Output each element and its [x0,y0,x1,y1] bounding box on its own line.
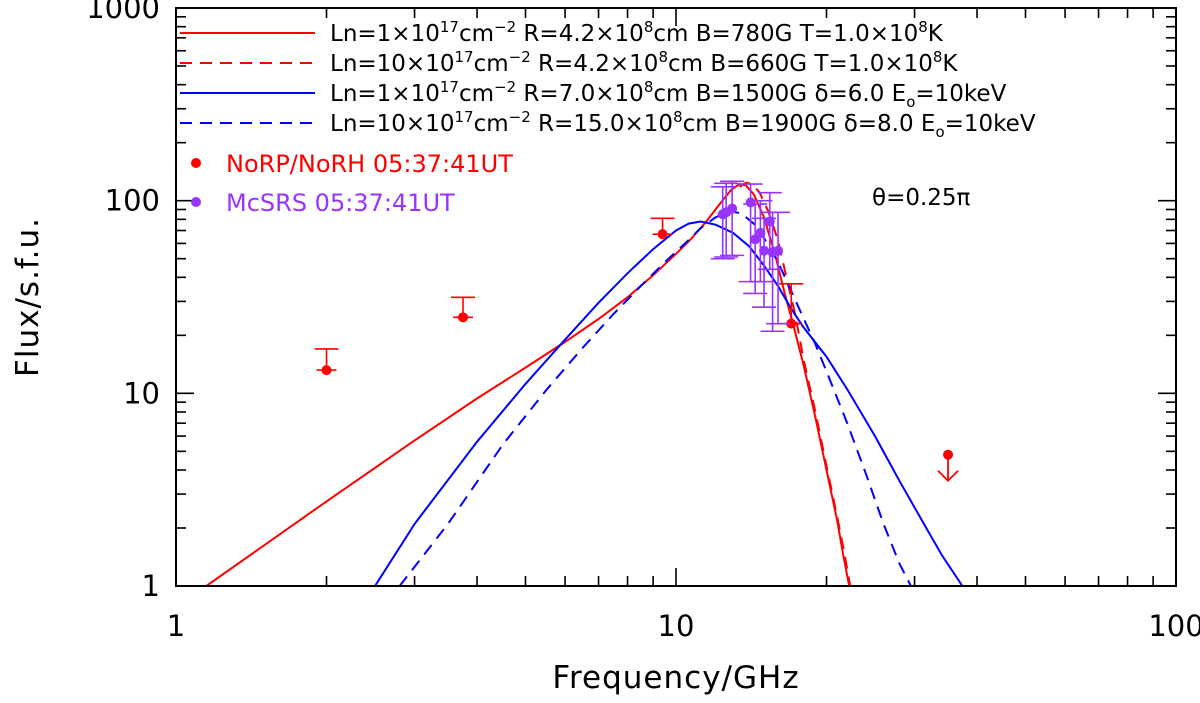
legend-label-nonthermal-10: Ln=10×1017cm−2 R=15.0×108cm B=1900G δ=8.… [330,108,1036,141]
legend-label-thermal-10: Ln=10×1017cm−2 R=4.2×108cm B=660G T=1.0×… [330,48,958,77]
series-line-thermal-10 [739,181,852,586]
legend-part: cm [474,111,509,137]
y-tick-label: 10 [123,376,160,410]
legend-part: o [935,123,944,141]
legend-part: R=4.2×10 [531,51,659,77]
legend-part: K [942,51,958,77]
legend-part: Ln=10×10 [330,111,454,137]
legend-part: cm [459,81,494,107]
obs-legend-marker [191,197,201,207]
data-point [321,365,332,376]
x-tick-label: 1 [167,609,185,643]
obs-legend-label: McSRS 05:37:41UT [226,189,455,217]
legend-part: 17 [440,18,459,36]
legend-part: R=15.0×10 [531,111,673,137]
data-point [657,229,668,240]
observation-points [314,180,959,483]
legend-part: =10keV [915,81,1006,107]
legend-part: 8 [673,108,683,126]
legend-label-nonthermal-1: Ln=1×1017cm−2 R=7.0×108cm B=1500G δ=6.0 … [330,78,1007,111]
data-point [745,197,756,208]
legend-part: =10keV [945,111,1036,137]
x-axis-title: Frequency/GHz [552,660,799,696]
data-point [458,312,469,323]
legend-part: cm B=1900G δ=8.0 E [683,111,936,137]
legend: Ln=1×1017cm−2 R=4.2×108cm B=780G T=1.0×1… [180,18,1036,141]
legend-part: R=7.0×10 [516,81,644,107]
legend-part: cm B=1500G δ=6.0 E [653,81,906,107]
theta-annotation: θ=0.25π [872,185,971,211]
x-axis-ticks: 1 10 100 [167,8,1200,643]
legend-part: Ln=1×10 [330,21,440,47]
series-line-nonthermal-1 [374,220,964,586]
legend-part: R=4.2×10 [516,21,644,47]
legend-part: −2 [494,18,516,36]
data-point [755,227,766,238]
data-point [759,245,770,256]
legend-part: o [906,93,915,111]
legend-part: 17 [454,48,473,66]
legend-part: cm [474,51,509,77]
legend-label-thermal-1: Ln=1×1017cm−2 R=4.2×108cm B=780G T=1.0×1… [330,18,944,47]
legend-part: −2 [509,108,531,126]
legend-part: 8 [658,48,668,66]
legend-part: K [928,21,944,47]
y-tick-label: 1 [142,569,160,603]
series-line-nonthermal-10 [398,210,912,586]
y-axis-title: Flux/s.f.u. [10,217,46,377]
y-axis-ticks: 1 10 100 1000 [86,0,1176,603]
legend-part: cm B=660G T=1.0×10 [668,51,933,77]
data-point [727,203,738,214]
legend-part: 8 [644,18,654,36]
data-point [773,245,784,256]
legend-part: −2 [494,78,516,96]
legend-part: cm B=780G T=1.0×10 [653,21,918,47]
x-tick-label: 100 [1148,609,1200,643]
x-tick-label: 10 [658,609,695,643]
upper-limit-arrowhead [937,470,959,483]
legend-part: 8 [644,78,654,96]
data-point [943,449,954,460]
legend-part: −2 [509,48,531,66]
y-tick-label: 1000 [86,0,160,25]
series-line-thermal-1 [205,182,851,586]
legend-part: Ln=1×10 [330,81,440,107]
legend-part: cm [459,21,494,47]
model-curves [205,181,964,586]
obs-legend-marker [191,158,201,168]
obs-legend-label: NoRP/NoRH 05:37:41UT [226,150,513,178]
legend-part: 8 [918,18,928,36]
observation-legend: NoRP/NoRH 05:37:41UT McSRS 05:37:41UT [191,150,513,217]
legend-part: 17 [440,78,459,96]
data-point [786,318,797,329]
y-tick-label: 100 [105,184,160,218]
legend-part: 17 [454,108,473,126]
legend-part: 8 [933,48,943,66]
legend-part: Ln=10×10 [330,51,454,77]
